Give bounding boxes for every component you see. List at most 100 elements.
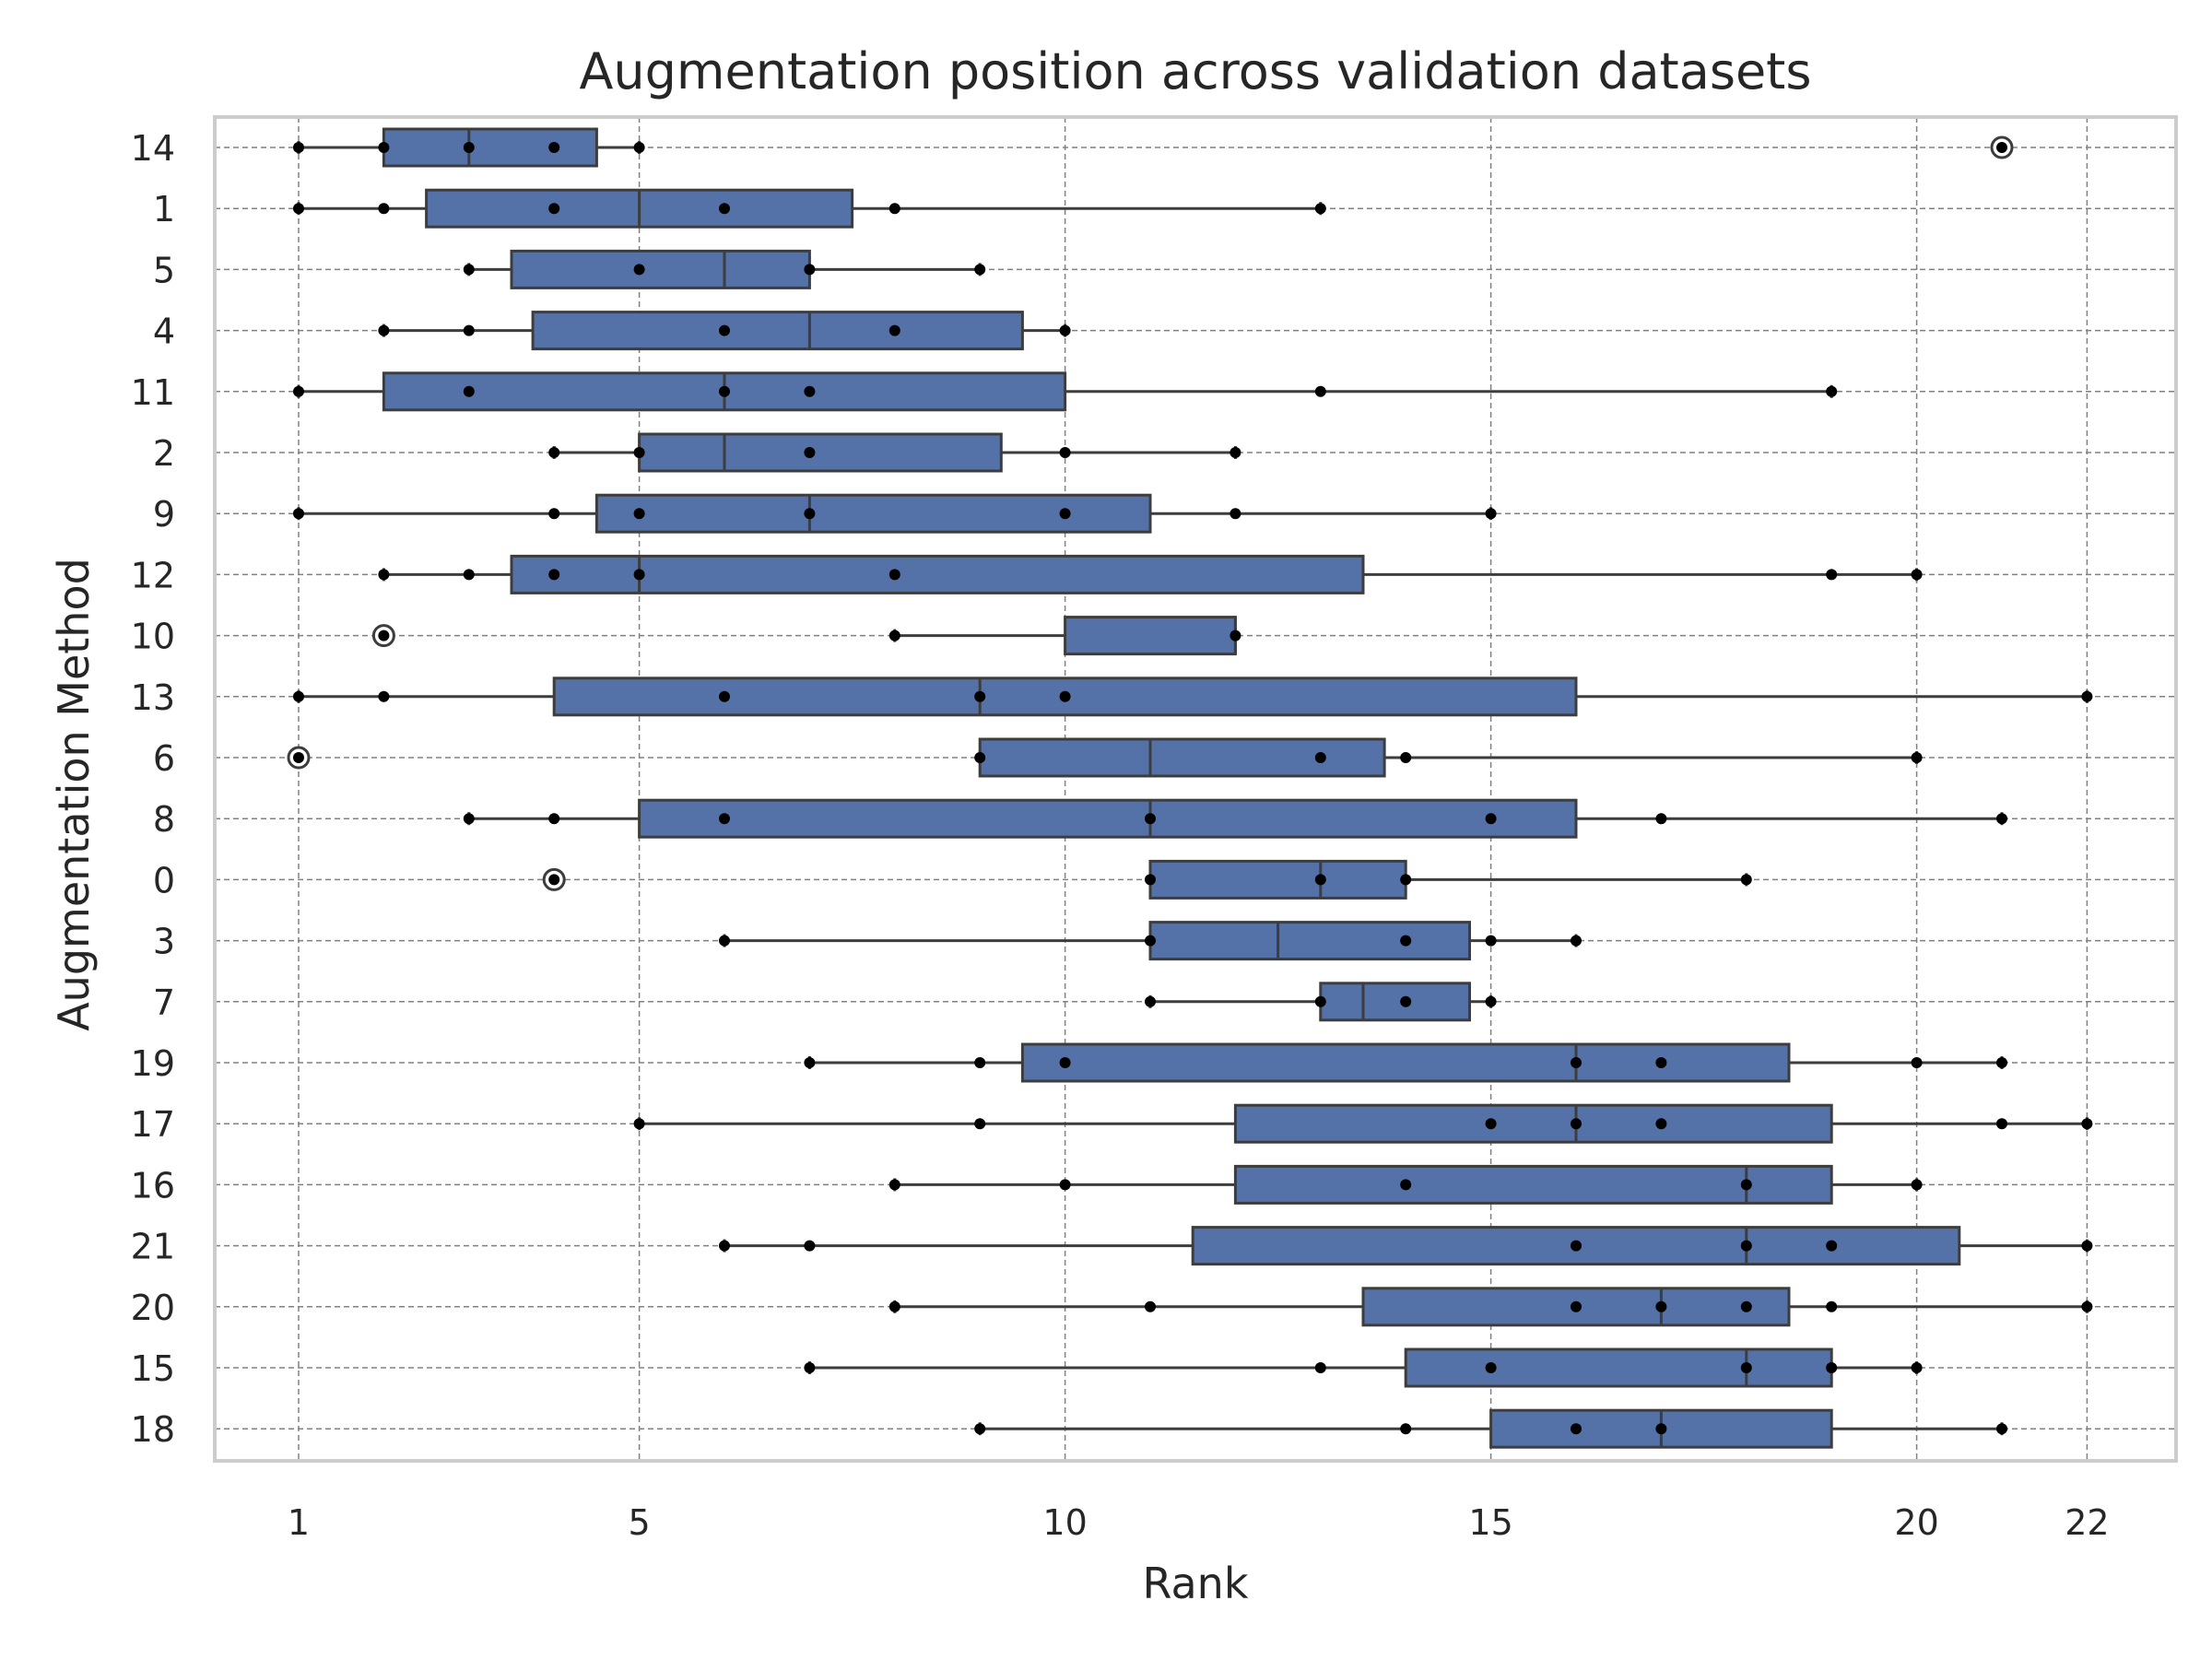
boxes (297, 127, 2088, 1449)
data-point (633, 142, 645, 153)
data-point (804, 508, 816, 520)
data-point (548, 508, 560, 520)
data-point (1826, 1362, 1838, 1373)
y-axis-label: Augmentation Method (49, 558, 99, 1031)
iqr-box (1148, 921, 1471, 961)
data-point (1230, 629, 1241, 641)
data-point (633, 447, 645, 458)
data-point (633, 1118, 645, 1130)
data-point (548, 569, 560, 581)
data-point (804, 1057, 816, 1068)
data-point (888, 629, 900, 641)
data-point (1655, 1300, 1667, 1312)
data-point (1911, 1362, 1923, 1373)
y-tick-label: 8 (153, 799, 175, 840)
iqr-box (1319, 982, 1472, 1022)
data-point (1314, 203, 1326, 215)
data-point (1485, 995, 1497, 1007)
x-tick-label: 20 (1894, 1502, 1938, 1543)
data-point (1655, 813, 1667, 825)
data-point (1485, 1362, 1497, 1373)
data-point (1145, 813, 1156, 825)
data-point (888, 569, 900, 581)
data-point (633, 264, 645, 276)
data-point (1400, 935, 1412, 947)
data-point (974, 264, 986, 276)
data-point (548, 813, 560, 825)
data-point (1911, 752, 1923, 763)
data-point (378, 324, 390, 336)
data-point (1740, 1179, 1752, 1191)
box-2 (552, 432, 1237, 473)
data-point (548, 142, 560, 153)
data-point (2081, 690, 2093, 702)
data-point (1400, 1423, 1412, 1435)
data-point (974, 690, 986, 702)
box-1 (297, 188, 1323, 229)
x-tick-label: 10 (1042, 1502, 1087, 1543)
y-tick-label: 15 (131, 1348, 175, 1389)
data-point (719, 324, 730, 336)
data-point (1571, 1118, 1582, 1130)
data-point (1485, 935, 1497, 947)
data-point (463, 813, 475, 825)
data-point (633, 569, 645, 581)
x-tick-label: 1 (288, 1502, 310, 1543)
data-point (463, 324, 475, 336)
box-15 (807, 1347, 1919, 1388)
x-tick-label: 15 (1468, 1502, 1512, 1543)
data-point (1911, 1179, 1923, 1191)
data-point (378, 569, 390, 581)
data-point (1996, 1057, 2007, 1068)
box-10 (893, 616, 1237, 656)
data-point (1655, 1057, 1667, 1068)
data-point (1314, 874, 1326, 886)
data-point (378, 203, 390, 215)
data-point (1996, 1423, 2007, 1435)
data-points (287, 135, 2093, 1435)
iqr-box (1404, 1347, 1833, 1388)
data-point (1740, 1240, 1752, 1252)
data-point (888, 203, 900, 215)
data-point (1485, 813, 1497, 825)
data-point (719, 1240, 730, 1252)
data-point (974, 1118, 986, 1130)
data-point (1400, 995, 1412, 1007)
y-tick-label: 21 (131, 1227, 175, 1267)
data-point (719, 203, 730, 215)
y-tick-label: 1 (153, 189, 175, 229)
data-point (1740, 1300, 1752, 1312)
y-tick-label: 9 (153, 494, 175, 535)
y-tick-label: 16 (131, 1165, 175, 1206)
data-point (1911, 569, 1923, 581)
data-point (1314, 995, 1326, 1007)
iqr-box (1233, 1103, 1833, 1144)
iqr-box (638, 798, 1578, 839)
data-point (1059, 508, 1071, 520)
y-tick-label: 7 (153, 982, 175, 1023)
data-point (378, 690, 390, 702)
box-16 (893, 1164, 1919, 1205)
data-point (1996, 142, 2007, 153)
y-tick-label: 18 (131, 1409, 175, 1450)
data-point (1826, 569, 1838, 581)
data-point (1059, 447, 1071, 458)
data-point (1314, 385, 1326, 397)
data-point (2081, 1300, 2093, 1312)
box-9 (297, 493, 1493, 534)
data-point (1145, 935, 1156, 947)
iqr-box (1233, 1164, 1833, 1205)
data-point (1826, 1240, 1838, 1252)
data-point (1059, 690, 1071, 702)
data-point (1145, 1300, 1156, 1312)
data-point (1571, 1057, 1582, 1068)
y-tick-label: 14 (131, 128, 175, 169)
data-point (804, 447, 816, 458)
data-point (1571, 1423, 1582, 1435)
x-axis-label: Rank (1143, 1559, 1249, 1608)
data-point (1740, 1362, 1752, 1373)
y-tick-label: 5 (153, 250, 175, 290)
data-point (548, 447, 560, 458)
iqr-box (594, 493, 1152, 534)
data-point (548, 874, 560, 886)
